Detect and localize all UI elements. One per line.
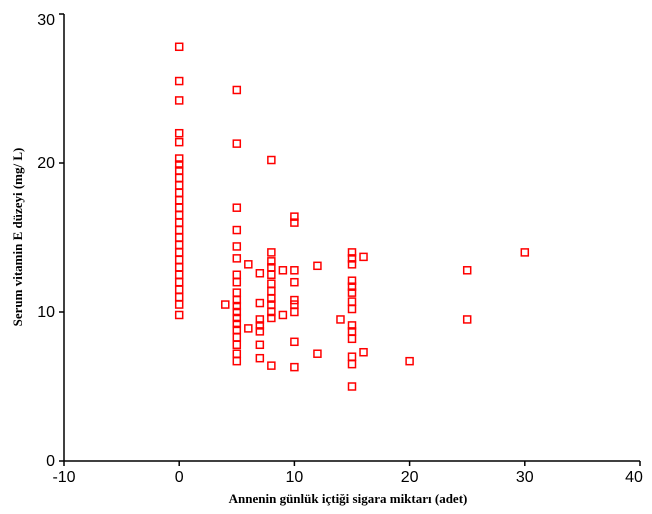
data-point <box>520 248 530 257</box>
data-point <box>232 313 242 323</box>
y-axis-ticks: 0 10 20 30 <box>37 12 64 470</box>
x-tick-label: 10 <box>286 469 304 486</box>
data-point <box>232 254 242 263</box>
data-point <box>347 304 357 314</box>
data-point <box>232 225 242 235</box>
data-point <box>255 327 265 336</box>
data-point <box>267 307 276 317</box>
data-point <box>232 242 242 251</box>
x-tick-label: 30 <box>516 469 534 486</box>
data-point <box>347 288 357 297</box>
x-axis-ticks: -10 0 10 20 30 40 <box>52 461 643 486</box>
data-point <box>255 269 265 278</box>
data-point <box>347 321 357 330</box>
data-point <box>347 359 357 369</box>
data-point <box>221 300 230 309</box>
data-point <box>336 315 345 324</box>
data-point <box>313 349 322 358</box>
data-point <box>278 266 288 275</box>
data-point <box>232 203 242 212</box>
x-tick-label: -10 <box>52 469 75 486</box>
data-point <box>290 307 299 317</box>
data-points <box>174 42 530 391</box>
data-point <box>290 212 299 221</box>
data-point <box>255 298 265 308</box>
data-point <box>255 353 265 363</box>
data-point <box>255 315 265 324</box>
data-point <box>267 257 276 266</box>
data-point <box>232 319 242 329</box>
data-point <box>244 324 253 333</box>
data-point <box>255 321 265 330</box>
data-point <box>347 382 357 391</box>
data-point <box>174 42 184 52</box>
x-tick-label: 20 <box>401 469 419 486</box>
data-point <box>267 248 276 257</box>
data-point <box>174 137 184 147</box>
data-point <box>232 295 242 305</box>
data-point <box>232 340 242 350</box>
data-point <box>232 139 242 148</box>
data-point <box>267 294 276 303</box>
data-point <box>462 315 472 324</box>
data-point <box>290 266 299 275</box>
y-tick-label: 0 <box>46 453 55 470</box>
data-point <box>347 248 357 257</box>
data-point <box>359 347 368 357</box>
x-tick-label: 40 <box>625 469 643 486</box>
data-point <box>174 128 184 138</box>
y-tick-label: 30 <box>37 12 55 29</box>
data-point <box>267 313 276 323</box>
data-point <box>174 310 184 320</box>
data-point <box>462 266 472 275</box>
data-point <box>232 356 242 366</box>
data-point <box>232 85 242 95</box>
y-tick-label: 20 <box>37 155 55 172</box>
x-tick-label: 0 <box>175 469 184 486</box>
data-point <box>290 277 299 287</box>
data-point <box>313 261 322 271</box>
data-point <box>278 310 288 320</box>
data-point <box>174 160 184 169</box>
data-point <box>290 218 299 227</box>
data-point <box>244 260 253 269</box>
data-point <box>174 76 184 86</box>
y-axis-label: Serum vitamin E düzeyi (mg/ L) <box>10 148 25 327</box>
data-point <box>359 252 368 262</box>
y-tick-label: 10 <box>37 304 55 321</box>
data-point <box>347 260 357 269</box>
plot-area <box>64 14 640 461</box>
data-point <box>232 301 242 311</box>
data-point <box>405 356 414 366</box>
data-point <box>347 282 357 291</box>
data-point <box>290 362 299 372</box>
data-point <box>174 96 184 105</box>
data-point <box>267 361 276 370</box>
data-point <box>347 254 357 263</box>
data-point <box>174 154 184 163</box>
data-point <box>267 270 276 279</box>
data-point <box>290 337 299 347</box>
data-point <box>232 277 242 287</box>
x-axis-label: Annenin günlük içtiği sigara miktarı (ad… <box>229 491 468 506</box>
data-point <box>290 295 299 305</box>
data-point <box>347 334 357 344</box>
data-point <box>255 340 265 350</box>
data-point <box>267 155 276 165</box>
data-point <box>174 300 184 309</box>
data-point <box>347 276 357 285</box>
data-point <box>232 307 242 317</box>
